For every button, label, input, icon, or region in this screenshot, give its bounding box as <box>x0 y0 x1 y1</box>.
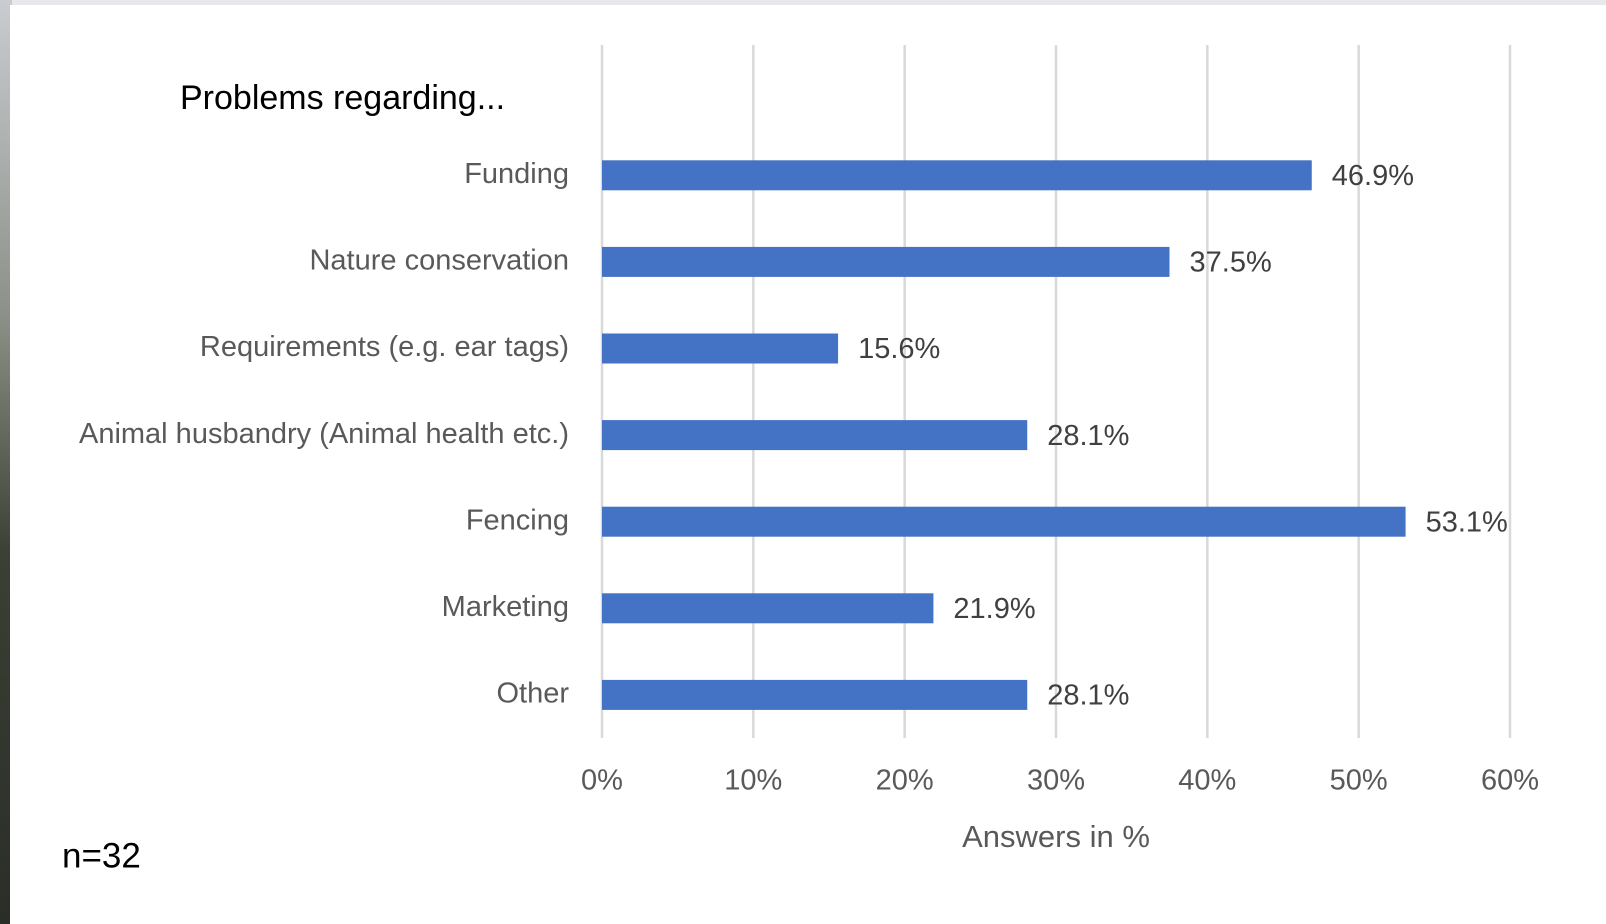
bar <box>602 506 1406 537</box>
y-tick-label: Requirements (e.g. ear tags) <box>200 331 569 363</box>
chart-area <box>10 5 1606 924</box>
bar <box>602 679 1028 710</box>
value-label: 53.1% <box>1426 506 1508 538</box>
value-label: 28.1% <box>1047 680 1129 712</box>
y-tick-label: Fencing <box>466 504 569 536</box>
chart-title: Problems regarding... <box>180 79 505 117</box>
bar <box>602 593 934 624</box>
value-label: 28.1% <box>1047 420 1129 452</box>
x-tick-label: 60% <box>1481 765 1539 797</box>
value-label: 37.5% <box>1190 247 1272 279</box>
y-tick-label: Animal husbandry (Animal health etc.) <box>79 418 569 450</box>
value-label: 21.9% <box>953 593 1035 625</box>
value-label: 46.9% <box>1332 160 1414 192</box>
x-tick-label: 0% <box>581 765 623 797</box>
bar <box>602 420 1028 451</box>
x-tick-label: 10% <box>724 765 782 797</box>
value-label: 15.6% <box>858 333 940 365</box>
x-tick-label: 30% <box>1027 765 1085 797</box>
y-tick-label: Funding <box>464 158 569 190</box>
x-axis-label: Answers in % <box>962 819 1150 854</box>
sample-size: n=32 <box>62 836 141 875</box>
y-tick-label: Other <box>496 678 569 710</box>
y-tick-label: Marketing <box>442 591 569 623</box>
background-strip <box>0 0 12 924</box>
bar <box>602 333 839 364</box>
bar <box>602 246 1170 277</box>
x-tick-label: 40% <box>1178 765 1236 797</box>
bar <box>602 160 1312 191</box>
x-tick-label: 50% <box>1330 765 1388 797</box>
x-tick-label: 20% <box>876 765 934 797</box>
y-tick-label: Nature conservation <box>309 245 569 277</box>
